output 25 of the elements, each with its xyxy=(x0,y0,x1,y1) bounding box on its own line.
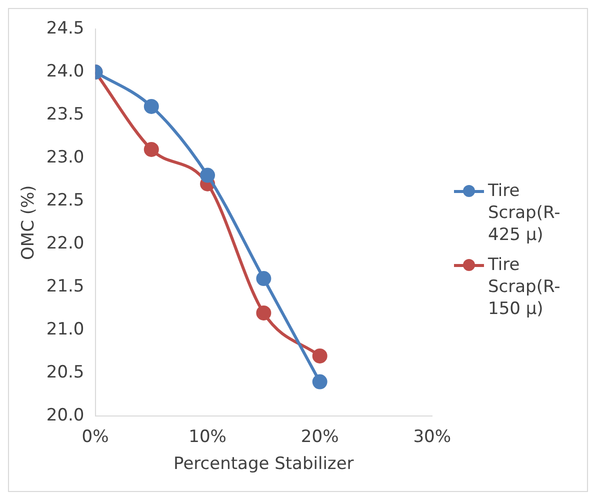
x-tick-label: 20% xyxy=(300,426,339,447)
point xyxy=(312,374,328,390)
point xyxy=(256,305,272,320)
y-tick-label: 23.0 xyxy=(46,147,84,168)
y-tick-label: 22.0 xyxy=(46,234,84,254)
y-tick-label: 23.5 xyxy=(46,104,84,124)
point xyxy=(312,348,328,364)
point xyxy=(144,98,159,114)
x-tick-label: 30% xyxy=(413,426,452,447)
y-tick-label: 24.0 xyxy=(46,61,84,82)
point xyxy=(256,271,272,286)
y-tick-label: 20.5 xyxy=(46,362,84,383)
y-tick-label: 21.5 xyxy=(46,276,84,297)
x-tick-label: 0% xyxy=(82,426,109,447)
legend-label: Tire Scrap(R-425 μ) xyxy=(488,180,562,246)
y-tick-label: 22.5 xyxy=(46,190,84,211)
point xyxy=(200,168,216,183)
y-tick-label: 21.0 xyxy=(46,320,84,340)
x-axis-title: Percentage Stabilizer xyxy=(174,454,354,474)
y-axis-title: OMC (%) xyxy=(18,185,39,260)
x-tick-label: 10% xyxy=(188,426,226,447)
y-tick-label: 20.0 xyxy=(46,406,84,426)
y-tick-label: 24.5 xyxy=(46,18,84,38)
legend-label: Tire Scrap(R-150 μ) xyxy=(488,254,562,320)
point xyxy=(144,142,159,157)
